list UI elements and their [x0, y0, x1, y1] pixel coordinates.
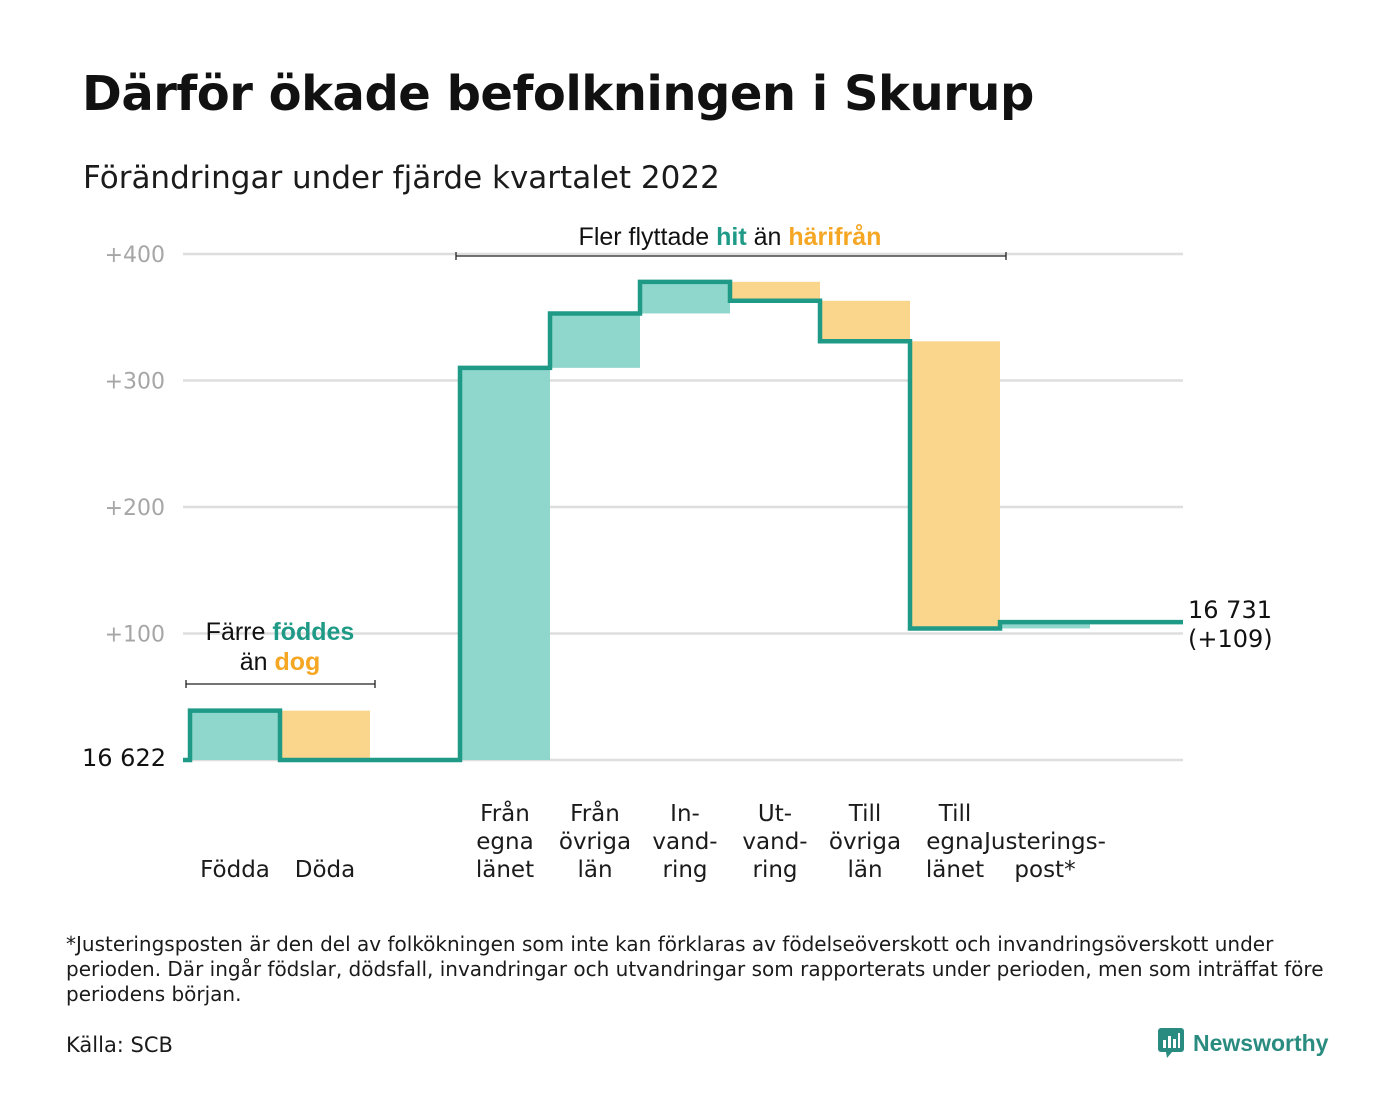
y-tick-label: +400 — [105, 243, 165, 268]
category-label: ring — [662, 857, 707, 883]
decrease-bar — [280, 710, 370, 760]
category-label: vand- — [742, 829, 807, 855]
category-label: län — [847, 857, 882, 883]
brand-logo: Newsworthy — [1158, 1028, 1328, 1058]
category-label: vand- — [652, 829, 717, 855]
category-label: övriga — [559, 829, 631, 855]
category-label: län — [577, 857, 612, 883]
category-labels: Födda DödaFrånegnalänetFrånövrigalänIn-va… — [200, 799, 1106, 883]
increase-bar — [550, 313, 640, 368]
increase-bar — [640, 281, 730, 314]
decrease-bar — [730, 281, 820, 301]
y-tick-label: +300 — [105, 370, 165, 395]
cumulative-step-line — [183, 279, 1183, 763]
annotation-migration: Fler flyttade hit än härifrån — [579, 223, 882, 251]
category-label: Ut- — [758, 801, 792, 827]
y-axis-ticks: +100 +200 +300 +400 — [105, 243, 165, 648]
newsworthy-logo-icon — [1158, 1028, 1184, 1058]
endpoint-labels: 16 622 16 731(+109) — [82, 596, 1273, 772]
category-label: egna — [476, 829, 533, 855]
category-label: övriga — [829, 829, 901, 855]
end-value-label: 16 731 — [1188, 596, 1272, 624]
annotation-births-deaths-line1: Färre föddes — [206, 618, 355, 646]
category-label: länet — [926, 857, 984, 883]
category-label: post* — [1014, 857, 1075, 883]
annotation-births-deaths-line2: än dog — [240, 648, 321, 676]
decrease-bar — [820, 300, 910, 342]
category-label: In- — [670, 801, 700, 827]
category-label: Justerings- — [982, 829, 1106, 855]
category-label: Födda — [200, 857, 270, 883]
increase-bar — [460, 367, 550, 760]
category-label: länet — [476, 857, 534, 883]
chart-title: Därför ökade befolkningen i Skurup — [82, 66, 1034, 122]
increase-bar — [190, 710, 280, 760]
chart-subtitle: Förändringar under fjärde kvartalet 2022 — [83, 160, 720, 196]
bracket-migration — [455, 252, 1007, 260]
waterfall-chart: +100+200+300+400 Födda DödaFrånegnalänetF… — [82, 223, 1273, 883]
start-value-label: 16 622 — [82, 744, 166, 772]
brand-name: Newsworthy — [1193, 1029, 1329, 1056]
end-value-label: (+109) — [1188, 625, 1273, 653]
increase-bar — [1000, 622, 1090, 629]
category-label: Från — [570, 799, 620, 827]
category-label: ring — [752, 857, 797, 883]
decrease-bar — [910, 341, 1000, 629]
category-label: Döda — [295, 857, 355, 883]
category-label: egna — [926, 829, 983, 855]
bars — [190, 281, 1090, 760]
footnote: *Justeringsposten är den del av folkökni… — [66, 932, 1324, 1006]
category-label: Från — [480, 799, 530, 827]
source-note: Källa: SCB — [66, 1033, 173, 1057]
category-label: Till — [938, 801, 972, 827]
category-label: Till — [848, 801, 882, 827]
y-tick-label: +100 — [105, 623, 165, 648]
bracket-births-deaths — [185, 680, 376, 688]
y-tick-label: +200 — [105, 496, 165, 521]
